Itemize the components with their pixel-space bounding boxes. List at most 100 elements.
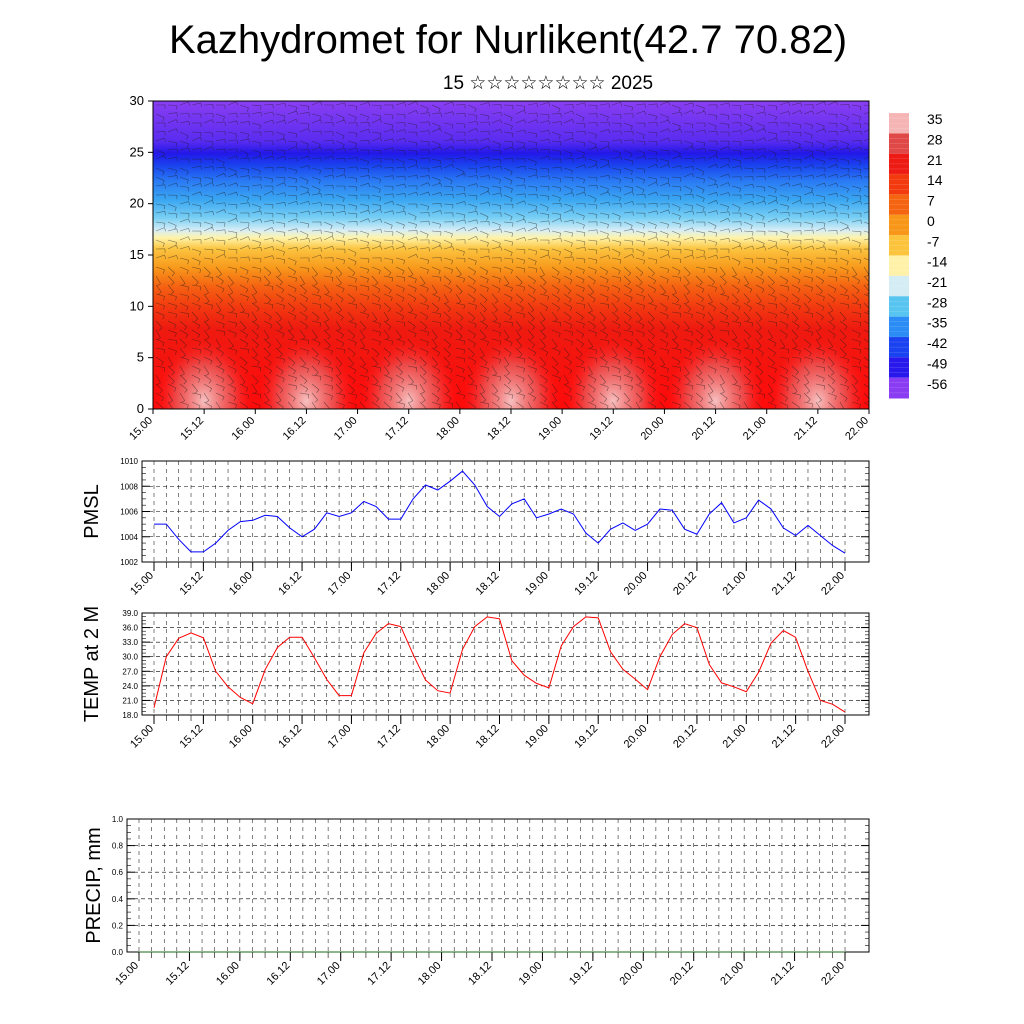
wind-barb-flag: [860, 219, 862, 224]
wind-barb-flag: [627, 272, 631, 277]
wind-barb: [491, 320, 501, 325]
wind-barb: [311, 247, 321, 250]
wind-barb: [215, 138, 225, 142]
wind-barb-flag: [269, 406, 272, 409]
wind-barb: [611, 356, 621, 361]
wind-barb-flag: [517, 337, 522, 340]
wind-barb-flag: [632, 191, 635, 196]
wind-barb-flag: [758, 318, 763, 322]
wind-barb: [395, 347, 405, 353]
wind-barb-flag: [356, 238, 358, 243]
wind-barb: [863, 148, 869, 151]
wind-barb: [203, 302, 213, 306]
wind-barb-flag: [699, 344, 703, 349]
wind-barb-flag: [847, 295, 850, 301]
wind-barb-flag: [272, 156, 275, 161]
wind-barb-flag: [387, 308, 392, 313]
wind-barb-flag: [619, 259, 622, 264]
wind-barb: [263, 155, 273, 160]
wind-barb: [767, 374, 776, 381]
wind-barb: [611, 101, 621, 106]
wind-barb-flag: [836, 193, 838, 198]
wind-barb: [683, 102, 693, 106]
wind-barb: [239, 383, 249, 389]
wind-barb: [503, 167, 513, 172]
wind-barb-flag: [822, 306, 825, 311]
wind-barb: [323, 121, 333, 124]
wind-barb-flag: [474, 108, 477, 113]
wind-barb-flag: [280, 389, 284, 394]
wind-barb: [827, 374, 836, 382]
wind-barb-flag: [380, 228, 382, 233]
wind-barb-flag: [198, 261, 201, 266]
wind-barb-flag: [222, 162, 225, 167]
wind-barb-flag: [325, 319, 329, 323]
wind-barb-flag: [620, 156, 623, 161]
wind-barb-flag: [853, 274, 858, 277]
temp-chart-frame: [141, 612, 870, 716]
wind-barb: [263, 293, 271, 301]
wind-barb: [191, 176, 201, 179]
wind-barb: [179, 167, 189, 172]
wind-barb-flag: [352, 272, 356, 276]
wind-barb: [647, 356, 655, 364]
wind-barb-flag: [725, 343, 729, 348]
wind-barb: [263, 365, 272, 371]
wind-barb: [263, 227, 273, 232]
wind-barb-flag: [294, 261, 297, 266]
wind-barb: [575, 113, 585, 119]
wind-barb: [731, 320, 741, 324]
wind-barb: [563, 302, 573, 308]
wind-barb: [791, 174, 801, 178]
wind-barb-flag: [174, 350, 177, 355]
wind-barb: [623, 131, 633, 133]
wind-barb-flag: [267, 354, 271, 358]
wind-barb: [479, 190, 489, 196]
wind-barb: [359, 182, 369, 187]
wind-barb-flag: [747, 380, 751, 385]
wind-barb-flag: [523, 268, 526, 273]
wind-barb: [359, 175, 369, 178]
wind-barb-flag: [710, 381, 715, 385]
wind-barb-flag: [811, 269, 813, 274]
wind-barb-flag: [500, 192, 502, 197]
wind-barb: [635, 185, 645, 191]
wind-barb: [179, 120, 189, 124]
wind-barb: [623, 284, 632, 290]
wind-barb: [587, 374, 597, 380]
wind-barb-flag: [377, 298, 381, 302]
wind-barb: [359, 113, 369, 118]
wind-barb: [683, 203, 693, 207]
wind-barb: [335, 266, 343, 274]
wind-barb: [431, 266, 441, 271]
wind-barb-flag: [642, 135, 645, 139]
wind-barb: [503, 401, 513, 407]
wind-barb-flag: [727, 124, 730, 129]
wind-barb: [167, 212, 177, 215]
wind-barb-flag: [740, 245, 743, 250]
wind-barb: [407, 356, 417, 362]
wind-barb-flag: [313, 337, 318, 340]
wind-barb: [863, 401, 869, 407]
wind-barb-flag: [223, 331, 226, 336]
wind-barb-flag: [764, 137, 767, 142]
wind-barb: [743, 347, 753, 350]
wind-barb-flag: [619, 197, 621, 202]
wind-barb-flag: [571, 232, 574, 238]
wind-barb: [851, 320, 861, 323]
wind-barb-flag: [438, 297, 441, 302]
wind-barb-flag: [859, 161, 862, 166]
wind-barb-flag: [714, 180, 717, 185]
wind-barb: [227, 203, 237, 205]
wind-barb-flag: [510, 287, 513, 292]
wind-barb-flag: [211, 305, 213, 310]
wind-barb-flag: [494, 309, 498, 313]
wind-barb-flag: [447, 308, 451, 313]
wind-barb-flag: [667, 296, 669, 301]
wind-barb-flag: [553, 400, 557, 404]
wind-barb: [383, 200, 393, 205]
wind-barb-flag: [319, 304, 322, 309]
wind-barb: [599, 392, 607, 400]
wind-barb-flag: [808, 352, 812, 357]
wind-barb-flag: [187, 143, 189, 148]
